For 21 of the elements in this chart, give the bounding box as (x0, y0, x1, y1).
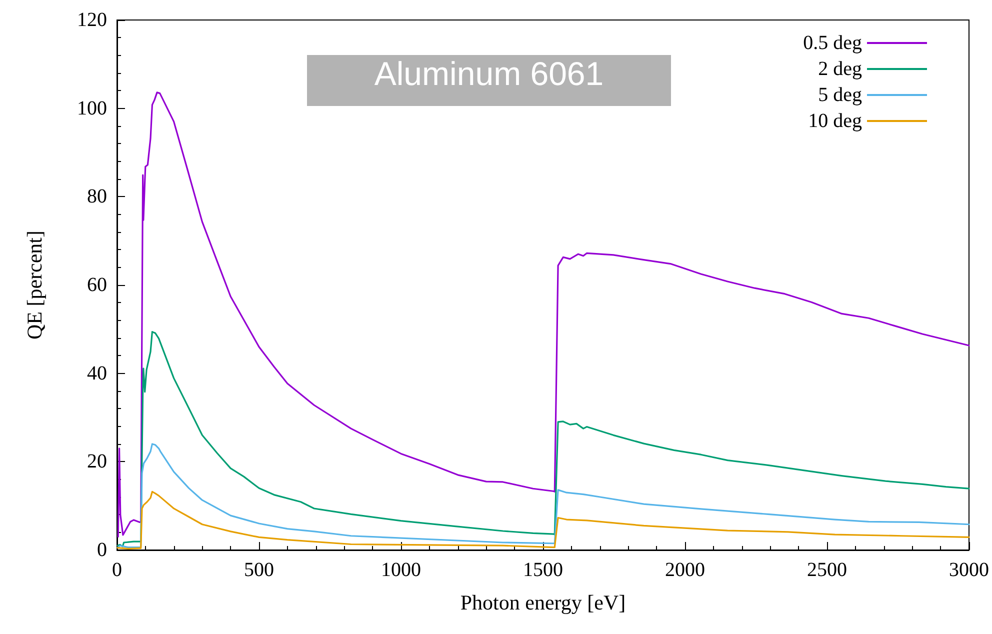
legend-label: 0.5 deg (803, 32, 862, 54)
y-tick-label: 20 (87, 450, 107, 473)
x-tick-label: 0 (112, 559, 122, 581)
x-tick-label: 500 (244, 559, 274, 581)
y-tick-label: 100 (77, 97, 107, 120)
y-tick-label: 0 (97, 539, 107, 561)
x-axis-title: Photon energy [eV] (460, 590, 626, 614)
x-tick-label: 2500 (807, 559, 847, 581)
line-series (116, 331, 970, 548)
x-tick-label: 3000 (949, 559, 989, 581)
y-axis-title: QE [percent] (22, 230, 46, 340)
y-tick-label: 40 (87, 362, 107, 384)
legend-label: 10 deg (808, 110, 862, 132)
y-tick-label: 60 (87, 274, 107, 296)
y-tick-label: 80 (87, 186, 107, 208)
x-tick-label: 1000 (381, 559, 421, 581)
legend-label: 5 deg (818, 84, 862, 106)
y-tick-label: 120 (77, 9, 107, 31)
x-tick-label: 1500 (523, 559, 563, 581)
x-tick-label: 2000 (665, 559, 705, 581)
legend-label: 2 deg (818, 58, 862, 80)
